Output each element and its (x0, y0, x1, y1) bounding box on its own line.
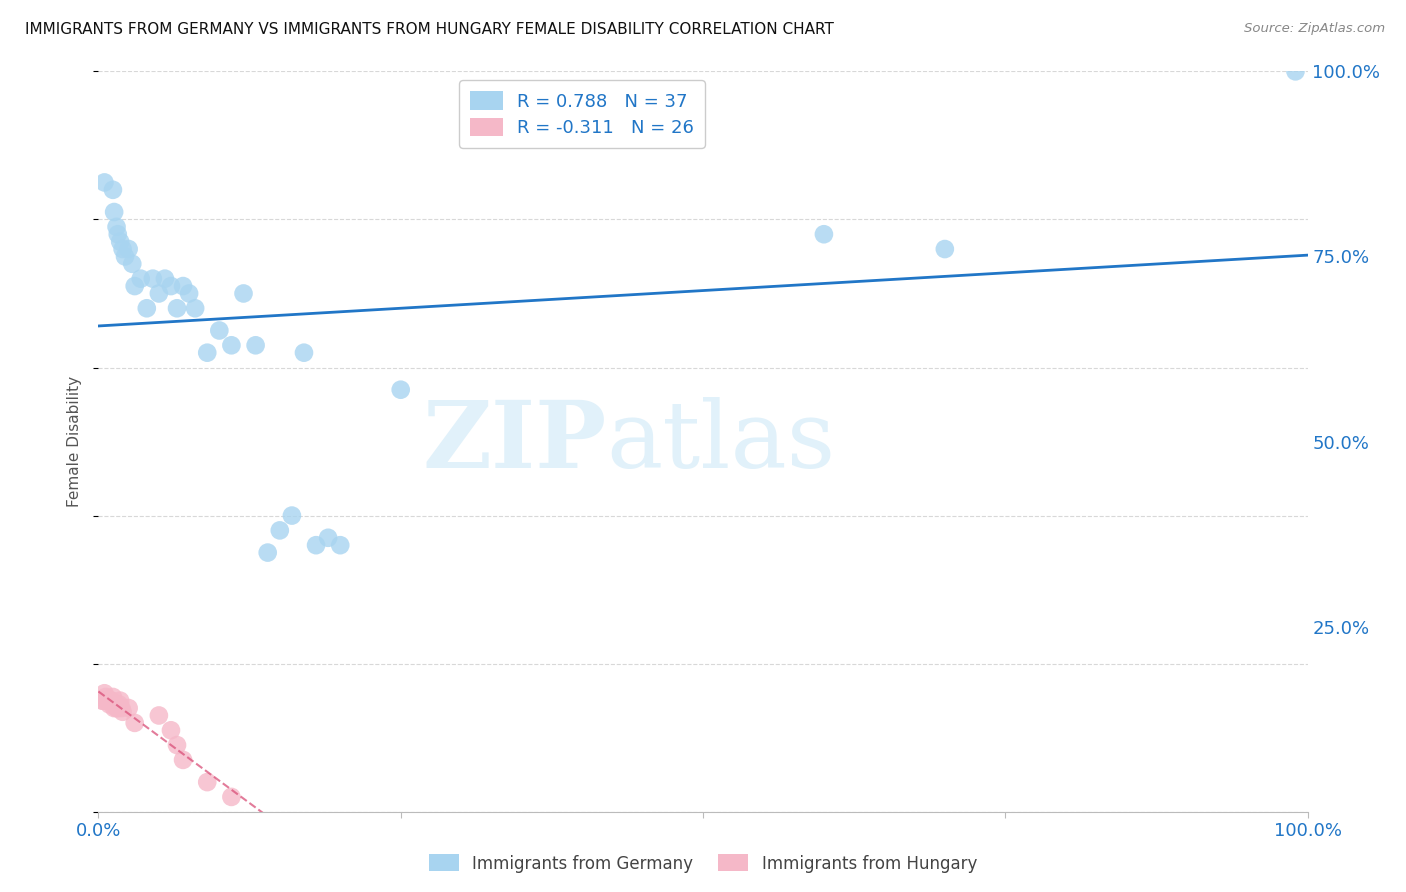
Point (160, 279, 183, 293)
Point (97, 694, 120, 708)
Point (245, 338, 267, 352)
Point (142, 271, 165, 285)
Point (232, 286, 254, 301)
Point (118, 701, 141, 715)
Point (256, 546, 278, 560)
Point (389, 383, 412, 397)
Point (91, 694, 114, 708)
Point (93, 686, 115, 700)
Point (104, 698, 127, 712)
Point (148, 708, 170, 723)
Point (91, 694, 114, 708)
Point (184, 301, 207, 316)
Point (110, 701, 132, 715)
Point (135, 301, 157, 316)
Point (316, 531, 339, 545)
Point (100, 694, 122, 708)
Point (292, 345, 315, 359)
Point (195, 775, 218, 789)
Point (98, 698, 121, 712)
Point (101, 690, 124, 704)
Point (111, 242, 134, 256)
Point (124, 715, 146, 730)
Point (93, 175, 115, 190)
Point (166, 738, 188, 752)
Point (124, 279, 146, 293)
Point (114, 250, 136, 264)
Legend: R = 0.788   N = 37, R = -0.311   N = 26: R = 0.788 N = 37, R = -0.311 N = 26 (460, 80, 704, 148)
Text: atlas: atlas (606, 397, 835, 486)
Point (108, 698, 131, 712)
Point (305, 538, 328, 552)
Point (105, 219, 128, 234)
Point (111, 705, 134, 719)
Legend: Immigrants from Germany, Immigrants from Hungary: Immigrants from Germany, Immigrants from… (422, 847, 984, 880)
Point (172, 753, 194, 767)
Point (129, 271, 152, 285)
Point (94, 690, 117, 704)
Point (108, 235, 131, 249)
Text: ZIP: ZIP (422, 397, 606, 486)
Point (221, 789, 243, 804)
Point (107, 701, 129, 715)
Point (195, 345, 218, 359)
Text: Source: ZipAtlas.com: Source: ZipAtlas.com (1244, 22, 1385, 36)
Point (208, 324, 231, 338)
Point (934, 242, 956, 256)
Point (1284, 64, 1306, 78)
Point (148, 286, 170, 301)
Point (108, 694, 131, 708)
Point (103, 205, 125, 219)
Text: IMMIGRANTS FROM GERMANY VS IMMIGRANTS FROM HUNGARY FEMALE DISABILITY CORRELATION: IMMIGRANTS FROM GERMANY VS IMMIGRANTS FR… (25, 22, 834, 37)
Point (96, 694, 118, 708)
Y-axis label: Female Disability: Female Disability (67, 376, 83, 508)
Point (118, 242, 141, 256)
Point (813, 227, 835, 242)
Point (121, 257, 143, 271)
Point (103, 701, 125, 715)
Point (172, 279, 194, 293)
Point (101, 183, 124, 197)
Point (329, 538, 352, 552)
Point (166, 301, 188, 316)
Point (153, 271, 176, 285)
Point (105, 701, 128, 715)
Point (281, 508, 304, 523)
Point (107, 227, 129, 242)
Point (179, 286, 201, 301)
Point (269, 524, 291, 538)
Point (221, 338, 243, 352)
Point (100, 694, 122, 708)
Point (160, 723, 183, 738)
